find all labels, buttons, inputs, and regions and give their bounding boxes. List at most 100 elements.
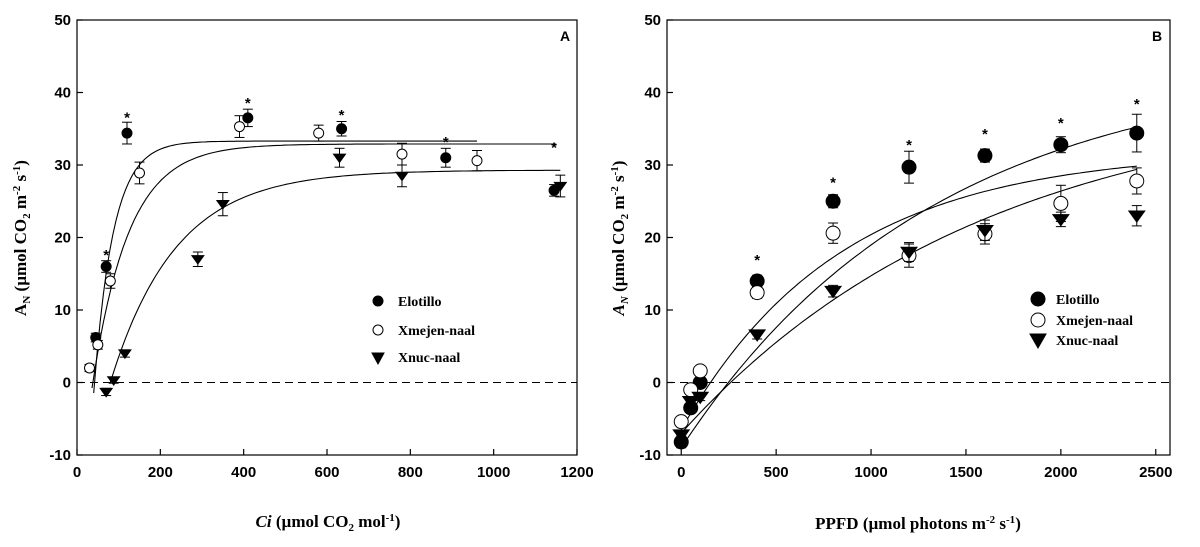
data-point-xmejen-naal: [396, 148, 408, 160]
data-point-xnuc-naal: [106, 376, 121, 386]
panel-a-significance-marks: * * * * * *: [103, 95, 557, 264]
data-point-xnuc-naal: [553, 181, 568, 192]
panel-a-x-title-mol: mol: [354, 512, 386, 531]
data-point-xnuc-naal: [395, 171, 409, 182]
panel-b-label: B: [1152, 28, 1162, 44]
panel-a-x-title-sup: -1: [386, 512, 395, 524]
legend-label-elotillo: Elotillo: [1056, 293, 1100, 308]
panel-b-y-title-sup2: -1: [609, 166, 621, 175]
legend-label-xnuc-naal: Xnuc-naal: [398, 351, 460, 366]
panel-a-x-title-sub: 2: [348, 522, 354, 534]
panel-b-frame: [666, 19, 1171, 456]
x-tick-label: 1200: [560, 464, 593, 481]
data-point-xnuc-naal: [748, 329, 767, 342]
data-point-xnuc-naal: [681, 396, 700, 409]
panel-b-y-title-m: m: [609, 195, 628, 213]
significance-asterisk: *: [103, 247, 109, 264]
panel-a-y-title-m: m: [11, 195, 30, 213]
data-point-xmejen-naal: [825, 225, 841, 241]
panel-a-y-title-sub2: 2: [21, 213, 33, 219]
data-point-elotillo: [1129, 125, 1145, 141]
legend-marker-elotillo: [372, 295, 384, 307]
y-tick-label: 30: [644, 157, 661, 174]
data-point-elotillo: [121, 127, 133, 139]
x-tick-label: 0: [73, 464, 81, 481]
panel-a-fit-curves: [91, 140, 561, 394]
panel-b-y-title-close: ): [609, 161, 628, 167]
significance-asterisk: *: [551, 140, 557, 157]
data-point-xmejen-naal: [692, 363, 708, 379]
panel-b-significance-marks: * * * * * *: [754, 96, 1140, 269]
panel-a-x-ticks: 0 200 400 600 800 1000 1200: [73, 449, 594, 481]
data-point-elotillo: [1053, 137, 1069, 153]
y-tick-label: 30: [54, 157, 71, 174]
y-tick-label: 20: [644, 230, 661, 247]
y-tick-label: 10: [644, 302, 661, 319]
y-tick-label: 40: [54, 85, 71, 102]
panel-b-y-title-sub2: 2: [619, 213, 631, 219]
panel-b-y-title-sup1: -2: [609, 186, 621, 196]
panel-a-y-title-s: s: [11, 175, 30, 186]
significance-asterisk: *: [339, 107, 345, 124]
data-point-xnuc-naal: [824, 285, 843, 299]
data-point-elotillo: [100, 261, 112, 272]
x-tick-label: 1000: [854, 464, 887, 481]
data-point-elotillo: [901, 159, 917, 175]
y-tick-label: -10: [639, 447, 661, 464]
data-point-xmejen-naal: [749, 285, 765, 301]
data-point-xnuc-naal: [99, 387, 114, 398]
panel-a-y-title-sup2: -1: [11, 166, 23, 175]
panel-b-data-points: [672, 113, 1146, 450]
x-tick-label: 2000: [1044, 464, 1077, 481]
panel-a-y-title-mid: (µmol CO: [11, 219, 30, 296]
panel-a-x-title-ci: Ci: [256, 512, 272, 531]
data-point-xnuc-naal: [190, 255, 205, 265]
y-tick-label: 10: [54, 302, 71, 319]
data-point-xnuc-naal: [1051, 214, 1070, 227]
significance-asterisk: *: [906, 137, 912, 154]
panel-a-x-axis-title: Ci (µmol CO2 mol-1): [256, 512, 401, 534]
panel-a-y-title-sup1: -2: [11, 185, 23, 195]
panel-b-y-title-a: A: [609, 304, 628, 316]
x-tick-label: 400: [231, 464, 256, 481]
panel-b-x-title-close: ): [1015, 514, 1021, 533]
data-point-xnuc-naal: [215, 200, 230, 210]
legend-label-xnuc-naal: Xnuc-naal: [1056, 334, 1118, 349]
panel-b-y-title-n: N: [619, 295, 631, 305]
panel-b-x-title-s: s: [995, 514, 1006, 533]
data-point-xmejen-naal: [84, 362, 95, 374]
x-tick-label: 800: [398, 464, 423, 481]
fit-curve-xmejen-naal: [91, 143, 557, 389]
data-point-xmejen-naal: [471, 155, 483, 167]
panel-b-x-title-sup1: -2: [986, 514, 996, 526]
panel-b-x-ticks: 0 500 1000 1500 2000 2500: [677, 449, 1172, 481]
significance-asterisk: *: [443, 134, 449, 151]
data-point-xnuc-naal: [1127, 210, 1146, 224]
data-point-xmejen-naal: [104, 275, 116, 287]
y-tick-label: 50: [644, 12, 661, 29]
panel-b-y-title-mid: (µmol CO: [609, 219, 628, 296]
significance-asterisk: *: [124, 109, 130, 126]
x-tick-label: 200: [148, 464, 173, 481]
y-tick-label: 40: [644, 85, 661, 102]
panel-b-x-title-sup2: -1: [1006, 514, 1015, 526]
legend-marker-xmejen-naal: [1030, 312, 1046, 328]
fit-curve-xmejen-naal: [680, 165, 1137, 430]
data-point-elotillo: [825, 193, 841, 209]
panel-a-x-title-close: ): [395, 512, 401, 531]
y-tick-label: 0: [63, 375, 71, 392]
data-point-xmejen-naal: [1053, 195, 1069, 211]
data-point-elotillo: [548, 184, 560, 196]
y-tick-label: 20: [54, 230, 71, 247]
panel-b: B -10 0 10 20 30 40 50 0 500 1000 1500 2000 2500 * *…: [609, 12, 1172, 533]
y-tick-label: 0: [653, 375, 661, 392]
significance-asterisk: *: [754, 252, 760, 269]
significance-asterisk: *: [830, 175, 836, 192]
panel-b-legend: Elotillo Xmejen-naal Xnuc-naal: [1029, 291, 1133, 350]
y-tick-label: 50: [54, 12, 71, 29]
significance-asterisk: *: [245, 95, 251, 112]
panel-a-y-ticks: -10 0 10 20 30 40 50: [49, 12, 83, 464]
y-tick-label: -10: [49, 447, 71, 464]
